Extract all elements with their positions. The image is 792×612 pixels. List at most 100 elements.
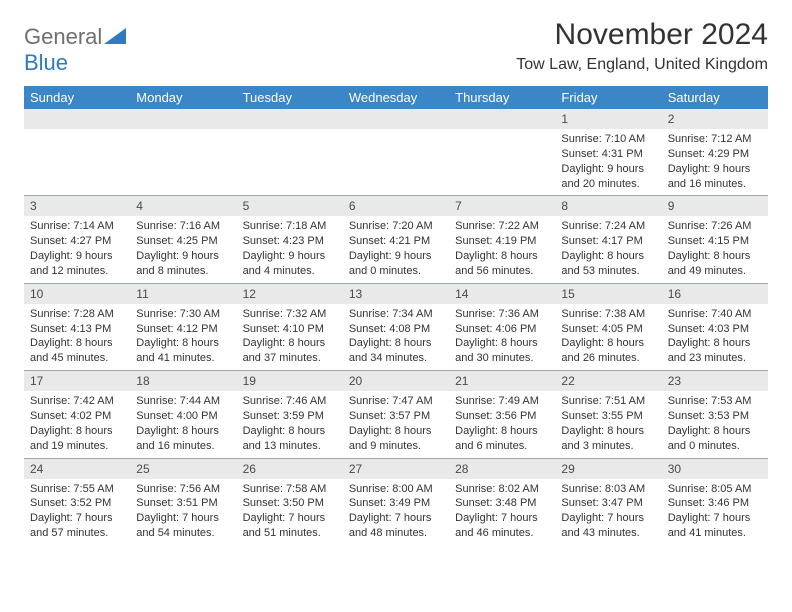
calendar-cell: 14Sunrise: 7:36 AMSunset: 4:06 PMDayligh… (449, 283, 555, 370)
sunrise-text: Sunrise: 7:42 AM (30, 394, 124, 409)
day-details: Sunrise: 7:46 AMSunset: 3:59 PMDaylight:… (237, 391, 343, 457)
sunset-text: Sunset: 3:52 PM (30, 496, 124, 511)
calendar-cell: 29Sunrise: 8:03 AMSunset: 3:47 PMDayligh… (555, 458, 661, 545)
sunset-text: Sunset: 4:31 PM (561, 147, 655, 162)
calendar-row: 10Sunrise: 7:28 AMSunset: 4:13 PMDayligh… (24, 283, 768, 370)
calendar-cell: 25Sunrise: 7:56 AMSunset: 3:51 PMDayligh… (130, 458, 236, 545)
calendar-cell: 1Sunrise: 7:10 AMSunset: 4:31 PMDaylight… (555, 109, 661, 196)
calendar-page: General Blue November 2024 Tow Law, Engl… (0, 0, 792, 563)
calendar-cell: 8Sunrise: 7:24 AMSunset: 4:17 PMDaylight… (555, 196, 661, 283)
weekday-tuesday: Tuesday (237, 86, 343, 109)
day-number: 26 (237, 459, 343, 479)
day-details: Sunrise: 7:55 AMSunset: 3:52 PMDaylight:… (24, 479, 130, 545)
sunrise-text: Sunrise: 7:12 AM (668, 132, 762, 147)
sunset-text: Sunset: 3:46 PM (668, 496, 762, 511)
sunrise-text: Sunrise: 7:14 AM (30, 219, 124, 234)
day-number: 20 (343, 371, 449, 391)
sunset-text: Sunset: 4:08 PM (349, 322, 443, 337)
day-number: 15 (555, 284, 661, 304)
sunset-text: Sunset: 4:02 PM (30, 409, 124, 424)
sunrise-text: Sunrise: 8:05 AM (668, 482, 762, 497)
calendar-cell: 3Sunrise: 7:14 AMSunset: 4:27 PMDaylight… (24, 196, 130, 283)
daylight-text: Daylight: 8 hours and 0 minutes. (668, 424, 762, 454)
daylight-text: Daylight: 8 hours and 41 minutes. (136, 336, 230, 366)
sunrise-text: Sunrise: 7:56 AM (136, 482, 230, 497)
daylight-text: Daylight: 9 hours and 12 minutes. (30, 249, 124, 279)
day-number: 19 (237, 371, 343, 391)
calendar-cell: 9Sunrise: 7:26 AMSunset: 4:15 PMDaylight… (662, 196, 768, 283)
day-number: 29 (555, 459, 661, 479)
calendar-cell: 24Sunrise: 7:55 AMSunset: 3:52 PMDayligh… (24, 458, 130, 545)
weekday-saturday: Saturday (662, 86, 768, 109)
daylight-text: Daylight: 8 hours and 23 minutes. (668, 336, 762, 366)
day-details: Sunrise: 7:32 AMSunset: 4:10 PMDaylight:… (237, 304, 343, 370)
daylight-text: Daylight: 8 hours and 30 minutes. (455, 336, 549, 366)
daylight-text: Daylight: 7 hours and 46 minutes. (455, 511, 549, 541)
day-details: Sunrise: 7:20 AMSunset: 4:21 PMDaylight:… (343, 216, 449, 282)
day-details: Sunrise: 7:22 AMSunset: 4:19 PMDaylight:… (449, 216, 555, 282)
day-details: Sunrise: 7:51 AMSunset: 3:55 PMDaylight:… (555, 391, 661, 457)
sunrise-text: Sunrise: 7:28 AM (30, 307, 124, 322)
day-details: Sunrise: 7:12 AMSunset: 4:29 PMDaylight:… (662, 129, 768, 195)
day-details: Sunrise: 7:26 AMSunset: 4:15 PMDaylight:… (662, 216, 768, 282)
day-number: 27 (343, 459, 449, 479)
day-number: 30 (662, 459, 768, 479)
calendar-cell: 22Sunrise: 7:51 AMSunset: 3:55 PMDayligh… (555, 371, 661, 458)
sunset-text: Sunset: 3:51 PM (136, 496, 230, 511)
daylight-text: Daylight: 9 hours and 16 minutes. (668, 162, 762, 192)
day-number: 18 (130, 371, 236, 391)
day-details: Sunrise: 7:16 AMSunset: 4:25 PMDaylight:… (130, 216, 236, 282)
day-details: Sunrise: 7:44 AMSunset: 4:00 PMDaylight:… (130, 391, 236, 457)
calendar-table: Sunday Monday Tuesday Wednesday Thursday… (24, 86, 768, 545)
calendar-cell: 17Sunrise: 7:42 AMSunset: 4:02 PMDayligh… (24, 371, 130, 458)
daylight-text: Daylight: 8 hours and 37 minutes. (243, 336, 337, 366)
weekday-friday: Friday (555, 86, 661, 109)
day-number: 5 (237, 196, 343, 216)
sunrise-text: Sunrise: 7:16 AM (136, 219, 230, 234)
sunset-text: Sunset: 4:19 PM (455, 234, 549, 249)
calendar-cell: 7Sunrise: 7:22 AMSunset: 4:19 PMDaylight… (449, 196, 555, 283)
sunset-text: Sunset: 3:50 PM (243, 496, 337, 511)
calendar-cell: 11Sunrise: 7:30 AMSunset: 4:12 PMDayligh… (130, 283, 236, 370)
day-details: Sunrise: 8:03 AMSunset: 3:47 PMDaylight:… (555, 479, 661, 545)
day-number: 23 (662, 371, 768, 391)
sunrise-text: Sunrise: 7:36 AM (455, 307, 549, 322)
title-block: November 2024 Tow Law, England, United K… (516, 18, 768, 74)
weekday-monday: Monday (130, 86, 236, 109)
sunset-text: Sunset: 3:48 PM (455, 496, 549, 511)
day-number (24, 109, 130, 129)
sunset-text: Sunset: 4:25 PM (136, 234, 230, 249)
day-number: 16 (662, 284, 768, 304)
day-number: 8 (555, 196, 661, 216)
sunrise-text: Sunrise: 7:26 AM (668, 219, 762, 234)
sunset-text: Sunset: 3:53 PM (668, 409, 762, 424)
daylight-text: Daylight: 7 hours and 43 minutes. (561, 511, 655, 541)
weekday-header-row: Sunday Monday Tuesday Wednesday Thursday… (24, 86, 768, 109)
day-details: Sunrise: 7:56 AMSunset: 3:51 PMDaylight:… (130, 479, 236, 545)
day-number: 11 (130, 284, 236, 304)
day-number: 17 (24, 371, 130, 391)
day-details: Sunrise: 7:38 AMSunset: 4:05 PMDaylight:… (555, 304, 661, 370)
day-details: Sunrise: 7:58 AMSunset: 3:50 PMDaylight:… (237, 479, 343, 545)
sunset-text: Sunset: 4:17 PM (561, 234, 655, 249)
sunrise-text: Sunrise: 8:03 AM (561, 482, 655, 497)
day-details: Sunrise: 8:00 AMSunset: 3:49 PMDaylight:… (343, 479, 449, 545)
calendar-cell: 21Sunrise: 7:49 AMSunset: 3:56 PMDayligh… (449, 371, 555, 458)
day-details: Sunrise: 7:14 AMSunset: 4:27 PMDaylight:… (24, 216, 130, 282)
sunrise-text: Sunrise: 7:47 AM (349, 394, 443, 409)
sunrise-text: Sunrise: 8:00 AM (349, 482, 443, 497)
sunset-text: Sunset: 3:57 PM (349, 409, 443, 424)
daylight-text: Daylight: 8 hours and 9 minutes. (349, 424, 443, 454)
sunrise-text: Sunrise: 7:24 AM (561, 219, 655, 234)
daylight-text: Daylight: 8 hours and 45 minutes. (30, 336, 124, 366)
calendar-cell: 28Sunrise: 8:02 AMSunset: 3:48 PMDayligh… (449, 458, 555, 545)
calendar-row: 17 Sunrise: 7:42 AMSunset: 4:02 PM Dayligh… (24, 371, 768, 458)
weekday-sunday: Sunday (24, 86, 130, 109)
daylight-text: Daylight: 8 hours and 13 minutes. (243, 424, 337, 454)
day-number (130, 109, 236, 129)
day-details: Sunrise: 7:34 AMSunset: 4:08 PMDaylight:… (343, 304, 449, 370)
day-number: 22 (555, 371, 661, 391)
logo: General Blue (24, 18, 126, 76)
calendar-cell: 30Sunrise: 8:05 AMSunset: 3:46 PMDayligh… (662, 458, 768, 545)
sunset-text: Sunset: 4:21 PM (349, 234, 443, 249)
